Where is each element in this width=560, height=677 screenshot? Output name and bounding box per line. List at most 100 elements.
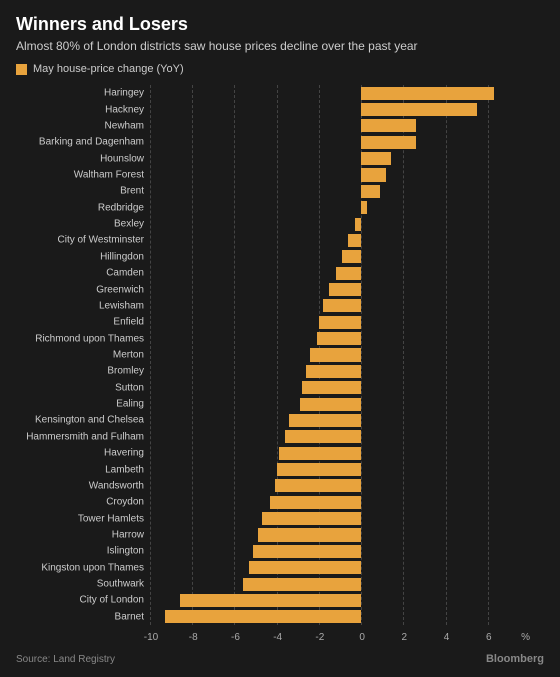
category-label: Bexley bbox=[114, 219, 150, 230]
category-label: Waltham Forest bbox=[74, 169, 150, 180]
bar-row: Ealing bbox=[150, 396, 530, 412]
category-label: Barking and Dagenham bbox=[39, 137, 150, 148]
bar-row: Tower Hamlets bbox=[150, 510, 530, 526]
bar bbox=[270, 496, 361, 509]
bar bbox=[302, 381, 361, 394]
bar bbox=[277, 463, 361, 476]
category-label: Lewisham bbox=[99, 300, 150, 311]
category-label: Bromley bbox=[107, 366, 150, 377]
category-label: Croydon bbox=[106, 497, 150, 508]
bar-row: Camden bbox=[150, 265, 530, 281]
bar bbox=[329, 283, 361, 296]
source-label: Source: Land Registry bbox=[16, 654, 115, 665]
bar-row: Hounslow bbox=[150, 150, 530, 166]
bar-row: Bexley bbox=[150, 216, 530, 232]
bar bbox=[285, 430, 361, 443]
bar-row: Kensington and Chelsea bbox=[150, 412, 530, 428]
bar-row: Brent bbox=[150, 183, 530, 199]
bar-row: Enfield bbox=[150, 314, 530, 330]
category-label: Enfield bbox=[113, 317, 150, 328]
bar bbox=[289, 414, 361, 427]
chart-container: Winners and Losers Almost 80% of London … bbox=[0, 0, 560, 677]
bar-row: Barnet bbox=[150, 609, 530, 625]
category-label: Islington bbox=[107, 546, 150, 557]
bar-row: Lewisham bbox=[150, 298, 530, 314]
plot-area: -10-8-6-4-20246%HaringeyHackneyNewhamBar… bbox=[150, 85, 530, 625]
category-label: Hounslow bbox=[100, 153, 150, 164]
bar-row: Harrow bbox=[150, 527, 530, 543]
bar-row: Richmond upon Thames bbox=[150, 330, 530, 346]
bar-row: Bromley bbox=[150, 363, 530, 379]
bar bbox=[300, 398, 361, 411]
bar bbox=[262, 512, 361, 525]
x-axis-tick-label: 2 bbox=[402, 632, 408, 643]
bar bbox=[180, 594, 362, 607]
bar-row: Waltham Forest bbox=[150, 167, 530, 183]
category-label: Merton bbox=[113, 349, 150, 360]
bar-row: Sutton bbox=[150, 380, 530, 396]
category-label: Hammersmith and Fulham bbox=[26, 431, 150, 442]
bar-row: Kingston upon Thames bbox=[150, 560, 530, 576]
bar bbox=[361, 103, 477, 116]
category-label: Hackney bbox=[105, 104, 150, 115]
bar bbox=[361, 119, 416, 132]
x-axis-tick-label: 6 bbox=[486, 632, 492, 643]
bar bbox=[253, 545, 361, 558]
bar-row: Islington bbox=[150, 543, 530, 559]
bar-row: Lambeth bbox=[150, 461, 530, 477]
bar bbox=[361, 136, 416, 149]
bar-row: Haringey bbox=[150, 85, 530, 101]
x-axis-tick-label: 4 bbox=[444, 632, 450, 643]
bar bbox=[336, 267, 361, 280]
bar bbox=[361, 185, 380, 198]
bar-row: City of London bbox=[150, 592, 530, 608]
chart-legend: May house-price change (YoY) bbox=[0, 63, 560, 83]
chart-subtitle: Almost 80% of London districts saw house… bbox=[0, 39, 560, 63]
bar-row: City of Westminster bbox=[150, 232, 530, 248]
category-label: City of London bbox=[80, 595, 151, 606]
category-label: Wandsworth bbox=[89, 480, 150, 491]
category-label: Brent bbox=[120, 186, 150, 197]
chart-title: Winners and Losers bbox=[0, 0, 560, 39]
bar-row: Havering bbox=[150, 445, 530, 461]
category-label: Kensington and Chelsea bbox=[35, 415, 150, 426]
bar bbox=[243, 578, 361, 591]
category-label: Southwark bbox=[97, 579, 150, 590]
bar bbox=[258, 528, 361, 541]
category-label: Hillingdon bbox=[100, 251, 150, 262]
category-label: Harrow bbox=[112, 529, 150, 540]
bar bbox=[317, 332, 361, 345]
bar-row: Wandsworth bbox=[150, 478, 530, 494]
legend-swatch bbox=[16, 64, 27, 75]
category-label: Havering bbox=[104, 448, 150, 459]
bar bbox=[319, 316, 361, 329]
category-label: Tower Hamlets bbox=[78, 513, 150, 524]
category-label: Ealing bbox=[116, 399, 150, 410]
x-axis-tick-label: -8 bbox=[189, 632, 198, 643]
legend-label: May house-price change (YoY) bbox=[33, 63, 184, 75]
x-axis-tick-label: -4 bbox=[273, 632, 282, 643]
category-label: Newham bbox=[105, 120, 150, 131]
bar bbox=[323, 299, 361, 312]
bar bbox=[310, 348, 361, 361]
category-label: City of Westminster bbox=[58, 235, 151, 246]
bar bbox=[361, 87, 494, 100]
bar-row: Hammersmith and Fulham bbox=[150, 429, 530, 445]
bar-row: Merton bbox=[150, 347, 530, 363]
category-label: Greenwich bbox=[96, 284, 150, 295]
bar-row: Barking and Dagenham bbox=[150, 134, 530, 150]
bar-row: Redbridge bbox=[150, 200, 530, 216]
category-label: Kingston upon Thames bbox=[41, 562, 150, 573]
category-label: Haringey bbox=[104, 88, 150, 99]
category-label: Redbridge bbox=[98, 202, 150, 213]
category-label: Barnet bbox=[115, 611, 150, 622]
category-label: Sutton bbox=[115, 382, 150, 393]
bar bbox=[361, 152, 391, 165]
x-axis-unit: % bbox=[521, 632, 530, 643]
bar bbox=[355, 218, 361, 231]
x-axis-tick-label: -6 bbox=[231, 632, 240, 643]
bar-row: Croydon bbox=[150, 494, 530, 510]
bar bbox=[348, 234, 361, 247]
bar-row: Newham bbox=[150, 118, 530, 134]
bar-row: Hillingdon bbox=[150, 249, 530, 265]
